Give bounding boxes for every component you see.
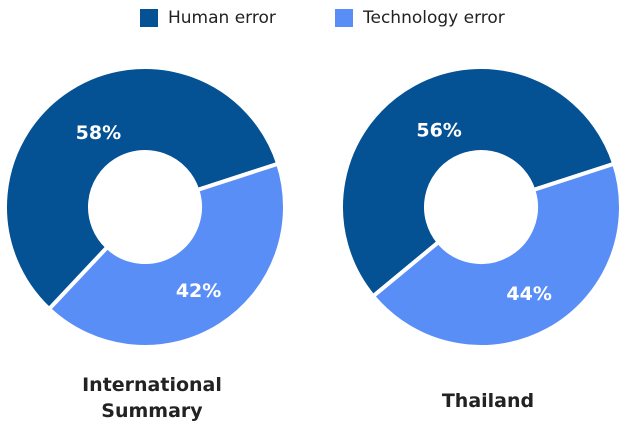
donut-slice: [3, 65, 281, 312]
legend-label: Technology error: [362, 8, 505, 28]
donut-slice: [370, 161, 621, 349]
legend-label: Human error: [168, 8, 276, 28]
chart-title: International Summary: [82, 374, 222, 422]
data-label: 44%: [506, 283, 551, 305]
donut-slice: [339, 65, 617, 300]
data-label: 58%: [76, 122, 121, 144]
chart-title: Thailand: [441, 390, 535, 412]
data-label: 56%: [416, 119, 461, 141]
legend-swatch: [335, 9, 353, 27]
data-label: 42%: [176, 280, 221, 302]
legend-swatch: [140, 9, 158, 27]
donut-slice: [46, 161, 287, 349]
